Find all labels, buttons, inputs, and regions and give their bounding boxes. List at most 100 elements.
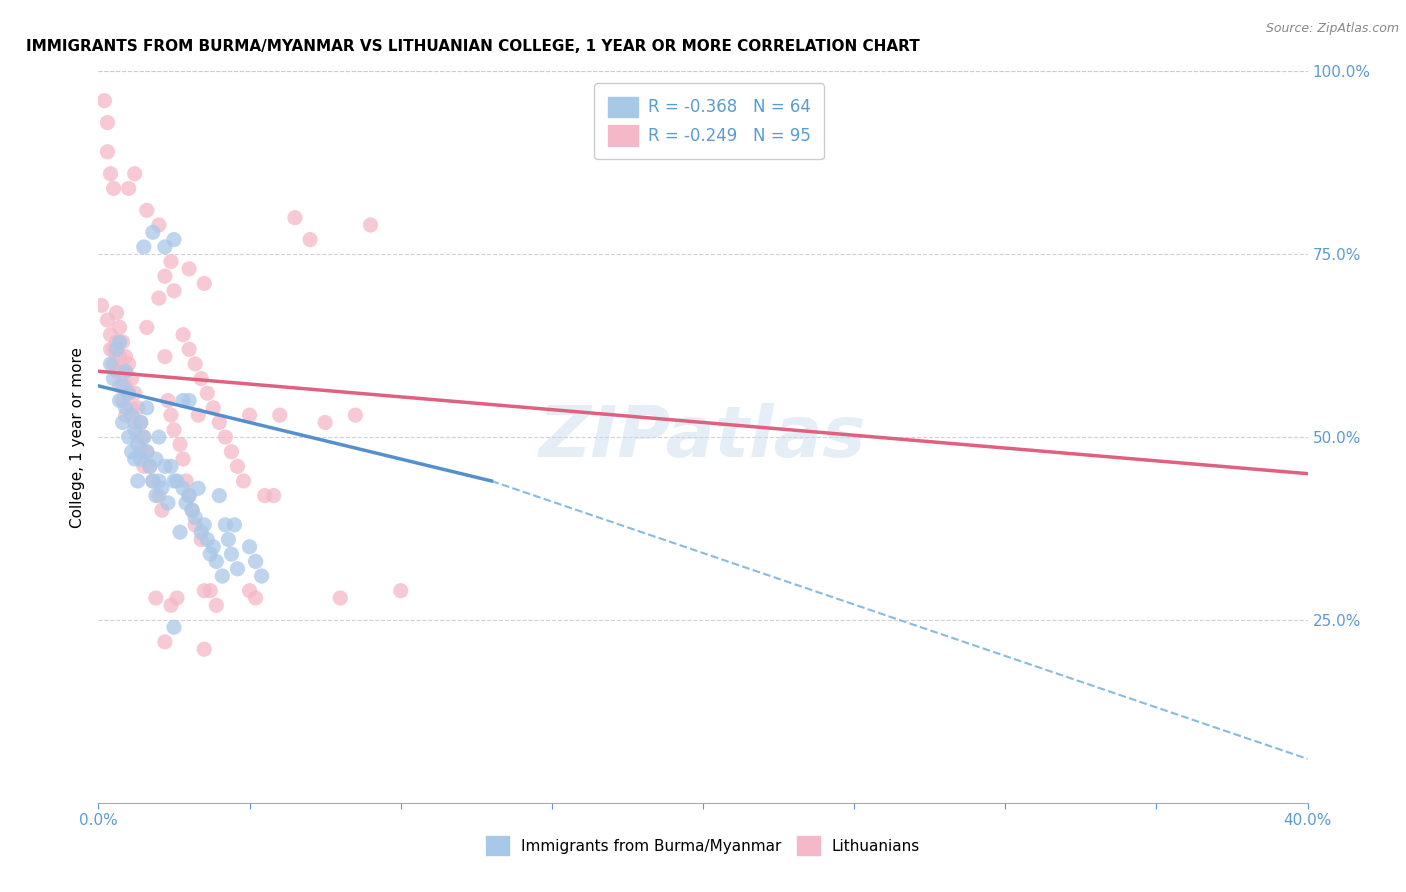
Point: [211, 569, 233, 583]
Point: [344, 408, 367, 422]
Point: [179, 261, 201, 276]
Point: [114, 364, 136, 378]
Point: [153, 240, 176, 254]
Point: [284, 211, 307, 225]
Point: [129, 416, 152, 430]
Point: [160, 408, 183, 422]
Point: [163, 284, 186, 298]
Point: [329, 591, 352, 605]
Point: [245, 554, 267, 568]
Point: [314, 416, 336, 430]
Point: [105, 364, 128, 378]
Point: [160, 459, 183, 474]
Point: [139, 459, 162, 474]
Point: [100, 167, 122, 181]
Point: [114, 379, 136, 393]
Point: [148, 489, 170, 503]
Point: [118, 386, 141, 401]
Point: [129, 452, 152, 467]
Point: [105, 343, 128, 357]
Point: [111, 334, 134, 349]
Point: [172, 481, 194, 495]
Point: [299, 233, 322, 247]
Point: [153, 635, 176, 649]
Point: [142, 474, 165, 488]
Point: [172, 393, 194, 408]
Point: [214, 517, 236, 532]
Point: [114, 408, 136, 422]
Point: [190, 533, 212, 547]
Point: [169, 437, 191, 451]
Point: [108, 334, 131, 349]
Point: [118, 430, 141, 444]
Point: [200, 583, 222, 598]
Point: [135, 203, 157, 218]
Point: [263, 489, 285, 503]
Point: [153, 350, 176, 364]
Point: [135, 320, 157, 334]
Y-axis label: College, 1 year or more: College, 1 year or more: [69, 347, 84, 527]
Point: [100, 357, 122, 371]
Point: [142, 474, 165, 488]
Point: [163, 233, 186, 247]
Point: [108, 379, 131, 393]
Text: ZIPatlas: ZIPatlas: [540, 402, 866, 472]
Point: [172, 327, 194, 342]
Point: [93, 94, 115, 108]
Text: Source: ZipAtlas.com: Source: ZipAtlas.com: [1265, 22, 1399, 36]
Point: [226, 459, 249, 474]
Point: [156, 393, 179, 408]
Point: [114, 401, 136, 415]
Point: [121, 444, 143, 458]
Point: [184, 357, 207, 371]
Point: [124, 452, 146, 467]
Point: [96, 145, 118, 159]
Point: [195, 386, 218, 401]
Point: [184, 517, 207, 532]
Point: [202, 401, 225, 415]
Point: [190, 371, 212, 385]
Point: [124, 416, 146, 430]
Point: [145, 489, 167, 503]
Point: [179, 393, 201, 408]
Point: [174, 474, 197, 488]
Point: [200, 547, 222, 561]
Point: [269, 408, 291, 422]
Point: [217, 533, 239, 547]
Point: [135, 444, 157, 458]
Point: [166, 591, 188, 605]
Point: [108, 320, 131, 334]
Point: [250, 569, 273, 583]
Point: [96, 115, 118, 129]
Point: [239, 540, 262, 554]
Point: [100, 327, 122, 342]
Point: [193, 583, 215, 598]
Legend: Immigrants from Burma/Myanmar, Lithuanians: Immigrants from Burma/Myanmar, Lithuania…: [479, 830, 927, 861]
Point: [132, 430, 155, 444]
Point: [111, 416, 134, 430]
Point: [105, 334, 128, 349]
Point: [118, 181, 141, 195]
Point: [118, 386, 141, 401]
Point: [202, 540, 225, 554]
Point: [96, 313, 118, 327]
Point: [181, 503, 204, 517]
Point: [148, 430, 170, 444]
Point: [153, 459, 176, 474]
Point: [181, 503, 204, 517]
Point: [190, 525, 212, 540]
Point: [114, 350, 136, 364]
Point: [232, 474, 254, 488]
Point: [103, 181, 125, 195]
Point: [121, 401, 143, 415]
Point: [148, 218, 170, 232]
Point: [163, 423, 186, 437]
Point: [108, 350, 131, 364]
Point: [90, 298, 112, 312]
Point: [179, 343, 201, 357]
Point: [160, 254, 183, 268]
Point: [145, 591, 167, 605]
Point: [163, 474, 186, 488]
Point: [132, 459, 155, 474]
Point: [111, 393, 134, 408]
